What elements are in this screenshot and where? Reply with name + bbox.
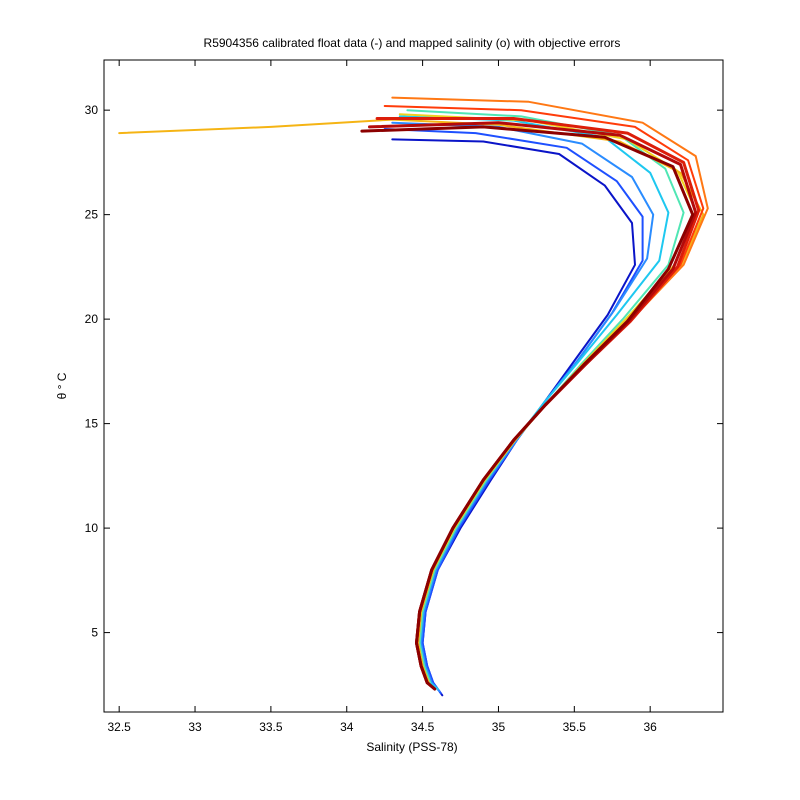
x-tick-label: 35 [492,720,506,734]
plot-frame [103,59,724,713]
y-tick-label: 5 [91,626,98,640]
y-tick-label: 20 [85,312,99,326]
series-layer [118,96,709,697]
x-tick-label: 35.5 [563,720,587,734]
x-axis-ticks: 32.5 33 33.5 34 34.5 35 35.5 36 [107,60,657,734]
series-line-11 [360,125,695,691]
y-tick-label: 25 [85,208,99,222]
x-tick-label: 33 [188,720,202,734]
x-tick-label: 34 [340,720,354,734]
x-tick-label: 33.5 [259,720,283,734]
x-tick-label: 34.5 [411,720,435,734]
y-axis-label: θ ° C [55,372,69,399]
y-tick-label: 15 [85,417,99,431]
y-tick-label: 30 [85,103,99,117]
y-tick-label: 10 [85,521,99,535]
x-tick-label: 32.5 [107,720,131,734]
x-axis-label: Salinity (PSS-78) [366,740,457,754]
y-axis-ticks: 5 10 15 20 25 30 [85,103,723,640]
chart-title: R5904356 calibrated float data (-) and m… [204,36,621,50]
x-tick-label: 36 [643,720,657,734]
